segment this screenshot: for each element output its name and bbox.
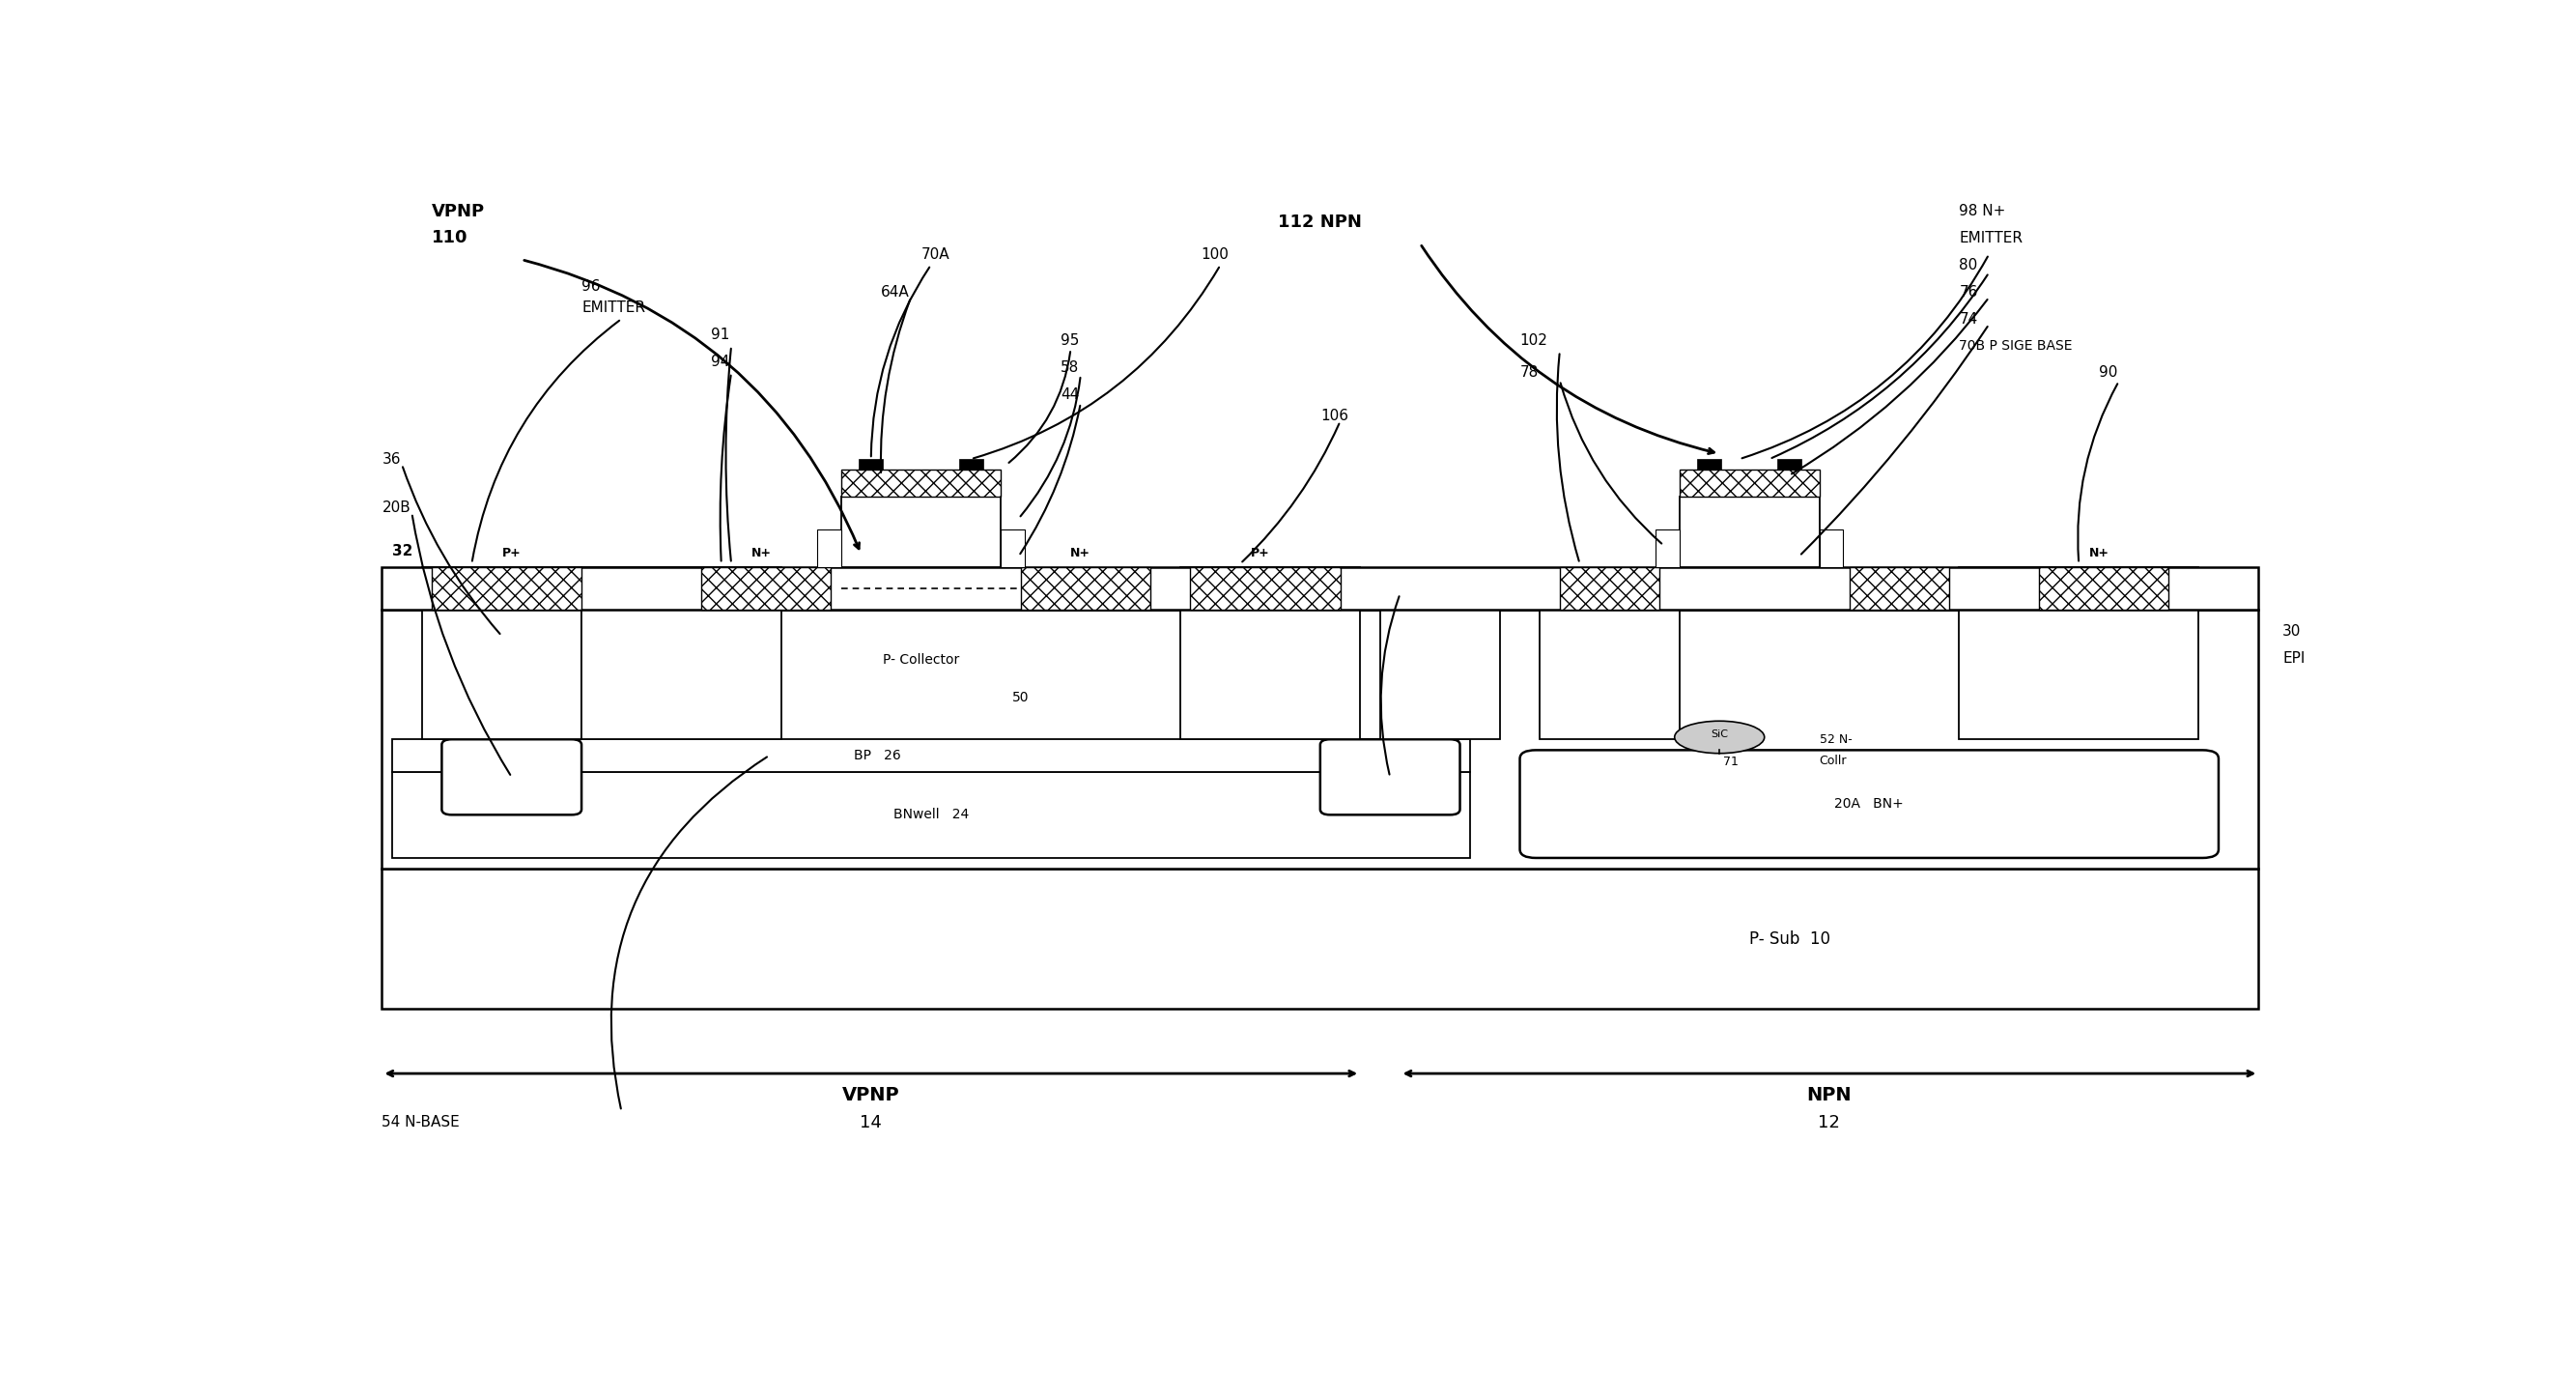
Bar <box>392 739 1471 771</box>
Text: 36: 36 <box>381 452 402 466</box>
Text: EPI: EPI <box>2282 651 2306 666</box>
Text: P+: P+ <box>502 547 520 560</box>
Text: BN+: BN+ <box>1376 771 1404 784</box>
Bar <box>701 567 832 610</box>
Bar <box>1180 567 1360 739</box>
Bar <box>1561 567 1659 610</box>
Text: NPN: NPN <box>1806 1086 1852 1105</box>
Text: EPLY: EPLY <box>1734 525 1765 539</box>
Bar <box>842 470 999 497</box>
Text: VPNP: VPNP <box>433 203 484 220</box>
Bar <box>1020 567 1151 610</box>
Text: NW: NW <box>492 672 513 685</box>
Bar <box>1381 610 1499 739</box>
Bar <box>842 497 999 567</box>
Text: 91: 91 <box>711 328 729 343</box>
Text: 20B: 20B <box>381 500 410 515</box>
Text: P+: P+ <box>1252 547 1270 560</box>
Text: EMITTER: EMITTER <box>1960 231 2022 245</box>
Text: 50: 50 <box>1012 692 1030 704</box>
Text: N+: N+ <box>2089 547 2110 560</box>
Text: 74: 74 <box>1960 312 1978 326</box>
Bar <box>381 868 2259 1009</box>
Text: 34: 34 <box>1602 672 1618 685</box>
Bar <box>1819 529 1844 567</box>
Bar <box>1777 459 1801 470</box>
Text: 34: 34 <box>675 664 688 676</box>
Text: 110: 110 <box>433 230 469 246</box>
Text: SiGe: SiGe <box>907 525 935 539</box>
Bar <box>1960 567 2200 739</box>
Bar <box>1540 588 1680 739</box>
FancyBboxPatch shape <box>1520 750 2218 858</box>
Text: 76: 76 <box>1960 284 1978 300</box>
Text: 70A: 70A <box>922 246 951 262</box>
Text: 96: 96 <box>582 280 600 294</box>
Text: N+: N+ <box>752 547 770 560</box>
Text: 34: 34 <box>1262 664 1278 676</box>
Text: 20A   BN+: 20A BN+ <box>1834 797 1904 811</box>
Text: 44: 44 <box>1061 388 1079 402</box>
Bar <box>422 567 582 739</box>
Text: Collr: Collr <box>1819 755 1847 767</box>
Text: 102: 102 <box>1520 333 1548 347</box>
Text: 54 N-BASE: 54 N-BASE <box>381 1114 461 1130</box>
Text: VPNP: VPNP <box>842 1086 899 1105</box>
FancyBboxPatch shape <box>443 739 582 815</box>
FancyBboxPatch shape <box>1321 739 1461 815</box>
Text: 94: 94 <box>711 354 729 370</box>
Text: SINK: SINK <box>2066 622 2092 634</box>
Text: 30: 30 <box>2282 624 2300 638</box>
Text: 20B: 20B <box>1321 592 1350 606</box>
Text: 95: 95 <box>1061 333 1079 347</box>
Text: 12: 12 <box>1819 1114 1839 1131</box>
Bar <box>392 771 1471 858</box>
Bar <box>1680 497 1819 567</box>
Bar <box>1680 470 1819 497</box>
Text: NW: NW <box>1430 657 1450 666</box>
Text: 52 N-: 52 N- <box>1819 734 1852 746</box>
Text: 32: 32 <box>392 543 412 559</box>
Text: BP   26: BP 26 <box>853 749 902 762</box>
Bar <box>999 529 1025 567</box>
Bar <box>381 610 2259 868</box>
Bar <box>582 567 781 739</box>
Text: EMITTER: EMITTER <box>582 301 644 315</box>
Text: PW: PW <box>1260 612 1280 624</box>
Text: P- Sub  10: P- Sub 10 <box>1749 930 1829 948</box>
Bar <box>2040 567 2169 610</box>
Text: 90: 90 <box>2099 365 2117 379</box>
Bar <box>1190 567 1340 610</box>
Bar <box>858 459 884 470</box>
Text: 70B P SIGE BASE: 70B P SIGE BASE <box>1960 339 2074 353</box>
Text: 106: 106 <box>1321 409 1347 423</box>
Text: 71: 71 <box>1723 756 1739 769</box>
Text: 80: 80 <box>1960 258 1978 272</box>
Text: 36: 36 <box>1432 696 1448 706</box>
Bar <box>1656 529 1680 567</box>
Text: 38: 38 <box>2071 672 2087 685</box>
Bar <box>958 459 984 470</box>
Text: N+: N+ <box>1072 547 1090 560</box>
Text: BN+: BN+ <box>497 771 526 784</box>
Text: SiC: SiC <box>1710 729 1728 739</box>
Text: PW: PW <box>1600 627 1620 640</box>
Text: 78: 78 <box>1520 365 1538 379</box>
Text: 112 NPN: 112 NPN <box>1278 213 1363 231</box>
Text: 98 N+: 98 N+ <box>1960 204 2007 218</box>
Text: BNwell   24: BNwell 24 <box>894 808 969 822</box>
Bar <box>1698 459 1721 470</box>
Text: 100: 100 <box>1200 246 1229 262</box>
Text: PW: PW <box>672 612 690 624</box>
Bar <box>1850 567 1950 610</box>
Bar <box>433 567 582 610</box>
Text: P- Collector: P- Collector <box>884 654 958 666</box>
Bar <box>381 567 2259 610</box>
Text: 64A: 64A <box>881 284 909 300</box>
Bar <box>817 529 842 567</box>
Text: 14: 14 <box>860 1114 881 1131</box>
Ellipse shape <box>1674 721 1765 753</box>
Text: 58: 58 <box>1061 360 1079 375</box>
